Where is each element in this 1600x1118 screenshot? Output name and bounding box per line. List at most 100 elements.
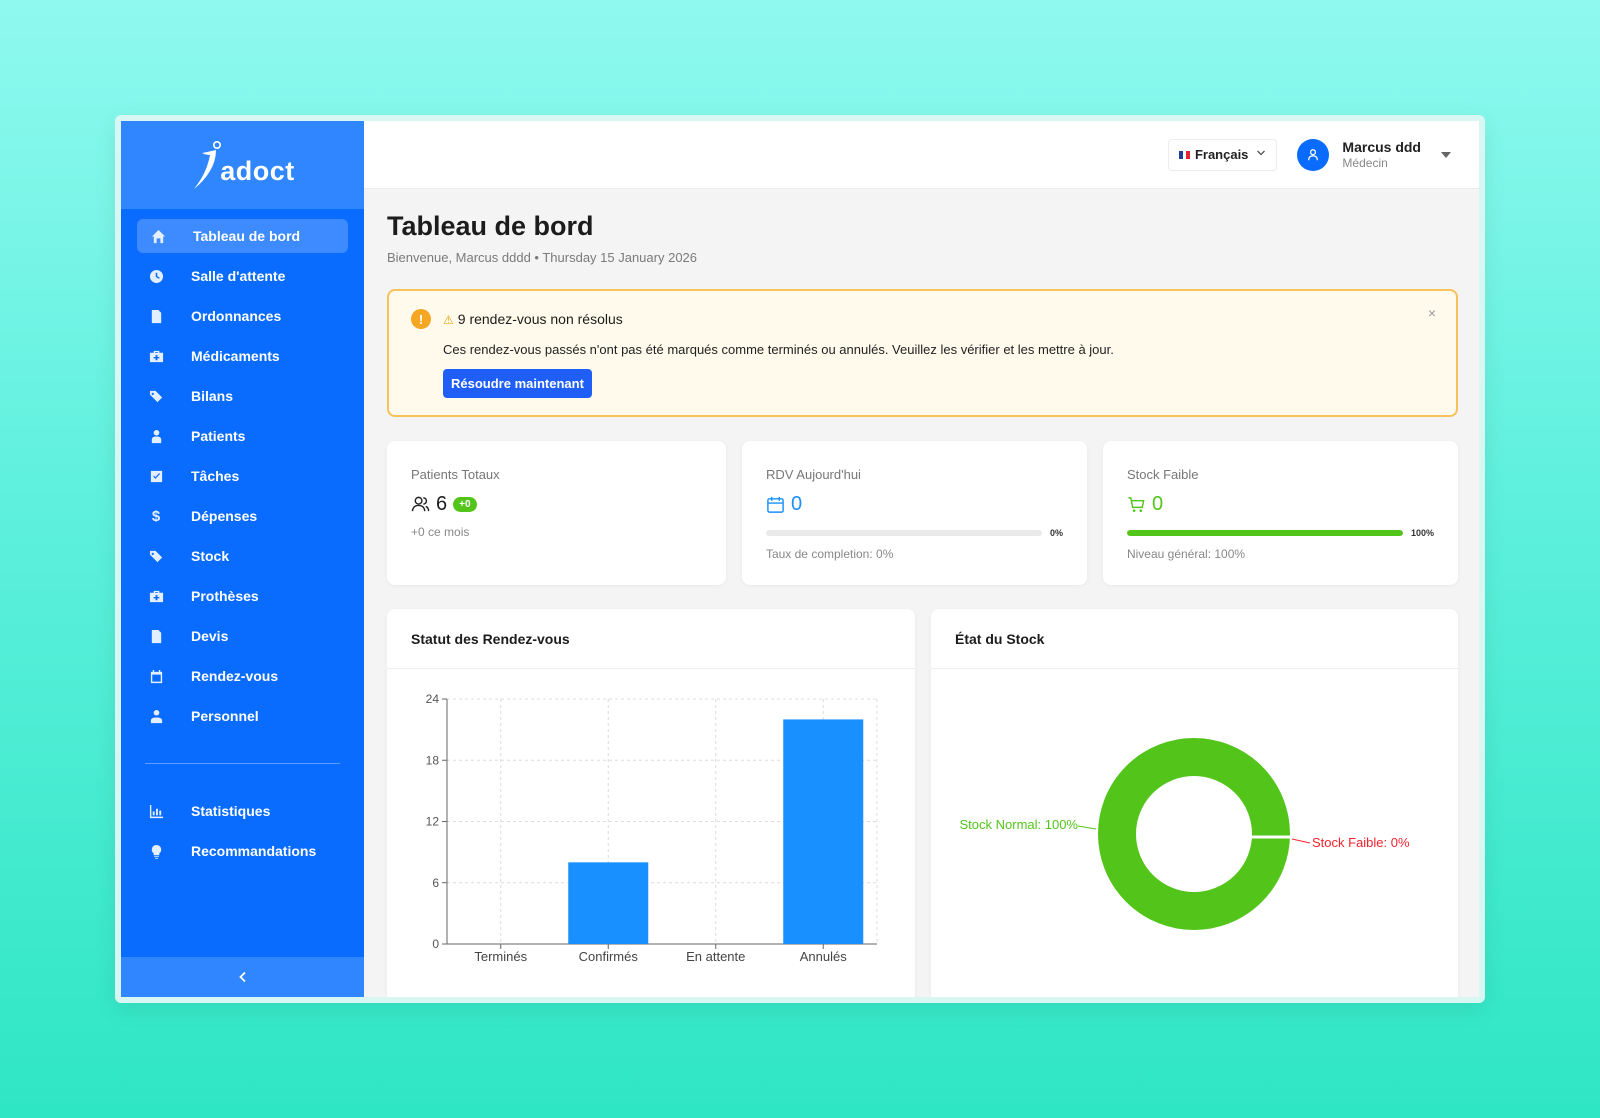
medical-kit-icon (147, 587, 165, 605)
window-frame: adoct Tableau de bord Salle d'attente Or… (115, 115, 1485, 1003)
sidebar-item-label: Stock (191, 548, 230, 564)
close-icon[interactable]: × (1427, 305, 1436, 321)
brand-logo[interactable]: adoct (190, 139, 295, 191)
x-tick-label: En attente (686, 949, 745, 964)
calendar-icon (767, 496, 784, 513)
x-tick-label: Confirmés (579, 949, 639, 964)
user-role: Médecin (1342, 156, 1388, 170)
sidebar-item-label: Recommandations (191, 843, 317, 859)
y-tick-label: 12 (426, 815, 440, 829)
bar[interactable] (568, 862, 649, 944)
card-note: +0 ce mois (411, 525, 470, 539)
stock-level-progress-bar (1126, 530, 1403, 536)
document-icon (147, 627, 165, 645)
sidebar-item-label: Personnel (191, 708, 259, 724)
bar[interactable] (783, 719, 864, 944)
page-subtitle: Bienvenue, Marcus dddd • Thursday 15 Jan… (387, 250, 698, 265)
patient-icon (147, 427, 165, 445)
french-flag-icon (1178, 150, 1190, 159)
chevron-down-icon (1256, 148, 1266, 161)
checkbox-icon (147, 467, 165, 485)
today-appointments-value: 0 (790, 493, 803, 515)
progress-percent: 100% (1410, 528, 1434, 538)
sidebar-item-statistiques[interactable]: Statistiques (137, 794, 348, 828)
clock-icon (147, 267, 165, 285)
y-tick-label: 0 (432, 937, 439, 951)
pie-slice[interactable] (1098, 738, 1290, 930)
x-tick-label: Annulés (800, 949, 847, 964)
low-stock-card: Stock Faible 0 100% Niveau général: 100% (1102, 441, 1458, 585)
sidebar-item-depenses[interactable]: $ Dépenses (137, 499, 348, 533)
x-tick-label: Terminés (474, 949, 527, 964)
sidebar-collapse-button[interactable] (121, 957, 364, 997)
unresolved-appointments-alert: ! ⚠ 9 rendez-vous non résolus Ces rendez-… (387, 289, 1458, 417)
sidebar-item-label: Patients (191, 428, 246, 444)
card-label: RDV Aujourd'hui (765, 467, 861, 482)
user-menu[interactable]: Marcus ddd Médecin (1297, 138, 1451, 171)
sidebar-item-label: Statistiques (191, 803, 271, 819)
progress-percent: 0% (1049, 528, 1063, 538)
sidebar-item-recommandations[interactable]: Recommandations (137, 834, 348, 868)
patients-total-value: 6 (436, 493, 448, 515)
sidebar-item-label: Bilans (191, 388, 234, 404)
card-note: Taux de completion: 0% (765, 547, 894, 561)
bar-chart-icon (147, 802, 165, 820)
sidebar-item-protheses[interactable]: Prothèses (137, 579, 348, 613)
dashboard-content: Tableau de bord Bienvenue, Marcus dddd •… (364, 189, 1479, 997)
language-selector[interactable]: Français (1167, 138, 1278, 171)
logo-area: adoct (121, 121, 364, 209)
alert-title: ⚠ 9 rendez-vous non résolus (443, 311, 623, 327)
sidebar-item-label: Ordonnances (191, 308, 282, 324)
sidebar-item-patients[interactable]: Patients (137, 419, 348, 453)
sidebar-item-label: Tableau de bord (193, 228, 301, 244)
sidebar-item-stock[interactable]: Stock (137, 539, 348, 573)
sidebar-item-salle-d-attente[interactable]: Salle d'attente (137, 259, 348, 293)
logo-figure-icon (194, 140, 222, 189)
sidebar: adoct Tableau de bord Salle d'attente Or… (121, 121, 364, 997)
language-label: Français (1194, 147, 1249, 162)
sidebar-item-ordonnances[interactable]: Ordonnances (137, 299, 348, 333)
sidebar-item-label: Prothèses (191, 588, 259, 604)
stock-status-chart-card: État du Stock Stock Normal: 100% Stock Fa… (931, 609, 1458, 997)
y-tick-label: 24 (426, 692, 440, 706)
avatar (1297, 138, 1330, 171)
staff-icon (147, 707, 165, 725)
sidebar-item-label: Rendez-vous (191, 668, 279, 684)
calendar-icon (147, 667, 165, 685)
sidebar-item-personnel[interactable]: Personnel (137, 699, 348, 733)
tags-icon (147, 547, 165, 565)
y-tick-label: 18 (426, 753, 440, 767)
sidebar-item-devis[interactable]: Devis (137, 619, 348, 653)
card-note: Niveau général: 100% (1126, 547, 1246, 561)
document-icon (147, 307, 165, 325)
sidebar-item-rendez-vous[interactable]: Rendez-vous (137, 659, 348, 693)
sidebar-item-medicaments[interactable]: Médicaments (137, 339, 348, 373)
exclamation-circle-icon: ! (411, 309, 431, 329)
sidebar-nav: Tableau de bord Salle d'attente Ordonnan… (121, 209, 364, 868)
medical-kit-icon (147, 347, 165, 365)
main-area: Français Marcus ddd Médecin (364, 121, 1479, 997)
home-icon (149, 227, 167, 245)
sidebar-item-label: Médicaments (191, 348, 280, 364)
warning-triangle-icon: ⚠ (443, 313, 454, 327)
sidebar-item-tableau-de-bord[interactable]: Tableau de bord (137, 219, 348, 253)
y-tick-label: 6 (432, 876, 439, 890)
sidebar-item-taches[interactable]: Tâches (137, 459, 348, 493)
sidebar-item-label: Salle d'attente (191, 268, 286, 284)
dollar-icon: $ (151, 507, 161, 525)
chevron-left-icon (238, 971, 246, 983)
resolve-now-button[interactable]: Résoudre maintenant (443, 369, 592, 398)
label-leader-line (1077, 825, 1097, 830)
pie-label-stock-faible: Stock Faible: 0% (1312, 835, 1410, 850)
tags-icon (147, 387, 165, 405)
patients-total-card: Patients Totaux 6 +0 +0 ce mois (387, 441, 726, 585)
sidebar-item-bilans[interactable]: Bilans (137, 379, 348, 413)
label-leader-line (1291, 838, 1311, 844)
user-name: Marcus ddd (1342, 139, 1421, 155)
appointments-bar-chart: 0 6 12 18 24 Terminés Confirmés En attente Annul… (426, 692, 878, 964)
card-label: Stock Faible (1126, 467, 1199, 482)
low-stock-value: 0 (1151, 493, 1164, 515)
sidebar-item-label: Devis (191, 628, 229, 644)
sidebar-divider (145, 763, 340, 764)
sidebar-item-label: Dépenses (191, 508, 258, 524)
